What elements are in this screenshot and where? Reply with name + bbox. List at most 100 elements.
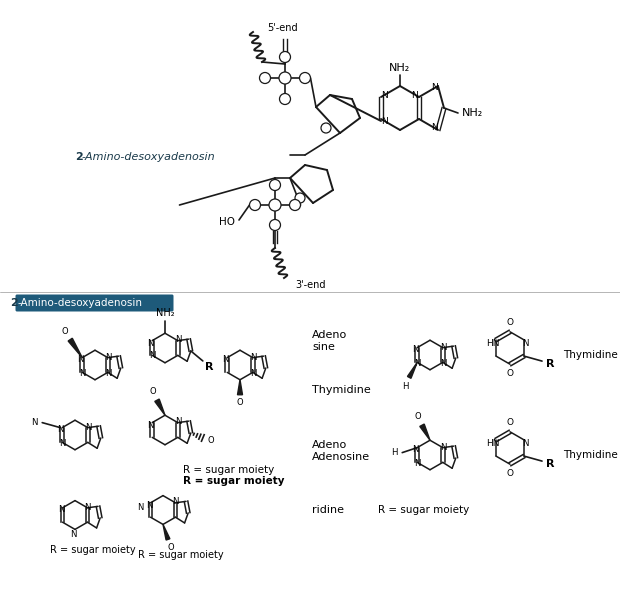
- Text: O: O: [297, 194, 303, 202]
- Text: O: O: [208, 436, 214, 445]
- Text: N: N: [85, 422, 91, 431]
- FancyBboxPatch shape: [16, 295, 174, 312]
- Text: HN: HN: [486, 439, 500, 447]
- Text: N: N: [382, 90, 388, 100]
- Circle shape: [260, 73, 270, 84]
- Text: N: N: [147, 420, 153, 430]
- Text: N: N: [105, 368, 111, 378]
- Text: O: O: [167, 543, 174, 552]
- Text: N: N: [77, 356, 83, 365]
- Text: N: N: [175, 417, 181, 426]
- Text: N: N: [146, 500, 153, 510]
- Circle shape: [280, 51, 291, 62]
- Text: N: N: [250, 368, 256, 378]
- Text: N: N: [432, 123, 438, 133]
- Text: N: N: [222, 356, 228, 365]
- Text: O: O: [262, 73, 268, 82]
- Polygon shape: [155, 399, 165, 415]
- Text: O: O: [507, 469, 513, 478]
- Text: R = sugar moiety: R = sugar moiety: [183, 476, 285, 486]
- Text: N: N: [31, 418, 37, 427]
- Text: Adeno: Adeno: [312, 440, 347, 450]
- Text: N: N: [522, 338, 528, 348]
- Text: N: N: [414, 458, 420, 467]
- Text: H: H: [391, 448, 397, 457]
- Text: sine: sine: [312, 342, 335, 352]
- Circle shape: [269, 199, 281, 211]
- Text: N: N: [412, 445, 418, 455]
- Text: ridine: ridine: [312, 505, 344, 515]
- Text: N: N: [172, 497, 179, 507]
- Text: 3'-end: 3'-end: [295, 280, 326, 290]
- Text: N: N: [432, 84, 438, 92]
- Text: R = sugar moiety: R = sugar moiety: [183, 465, 274, 475]
- Text: -Amino-desoxyadenosin: -Amino-desoxyadenosin: [18, 298, 143, 308]
- Text: O: O: [507, 419, 513, 427]
- Polygon shape: [420, 424, 430, 441]
- Text: O: O: [149, 387, 156, 396]
- Text: O: O: [302, 73, 308, 82]
- Text: O: O: [252, 200, 259, 210]
- Polygon shape: [407, 362, 417, 378]
- Polygon shape: [68, 338, 82, 357]
- Text: O: O: [281, 95, 288, 103]
- Text: NH₂: NH₂: [462, 108, 483, 118]
- Text: P: P: [272, 200, 278, 210]
- Text: -Amino-desoxyadenosin: -Amino-desoxyadenosin: [82, 152, 216, 162]
- Text: HO: HO: [219, 217, 235, 227]
- Text: NH₂: NH₂: [156, 308, 174, 318]
- Text: N: N: [250, 353, 256, 362]
- Text: O: O: [62, 327, 69, 336]
- Text: Adeno: Adeno: [312, 330, 347, 340]
- Text: 5'-end: 5'-end: [267, 23, 298, 33]
- Text: N: N: [440, 359, 446, 367]
- Text: N: N: [59, 439, 65, 447]
- Text: NH₂: NH₂: [389, 63, 410, 73]
- Text: R: R: [546, 459, 554, 469]
- Text: 2: 2: [10, 298, 18, 308]
- Text: O: O: [291, 200, 298, 210]
- Text: N: N: [84, 502, 91, 511]
- Text: N: N: [79, 368, 86, 378]
- Text: N: N: [175, 335, 181, 345]
- Circle shape: [299, 73, 311, 84]
- Polygon shape: [163, 524, 170, 540]
- Text: O: O: [507, 318, 513, 327]
- Circle shape: [280, 93, 291, 104]
- Text: O: O: [322, 123, 329, 133]
- Text: N: N: [440, 442, 446, 452]
- Text: R: R: [205, 362, 213, 372]
- Text: HN: HN: [486, 338, 500, 348]
- Text: N: N: [382, 117, 388, 125]
- Circle shape: [249, 200, 260, 211]
- Circle shape: [270, 219, 280, 230]
- Text: N: N: [138, 503, 144, 512]
- Text: N: N: [69, 530, 76, 539]
- Circle shape: [290, 200, 301, 211]
- Text: N: N: [412, 90, 418, 100]
- Text: N: N: [440, 343, 446, 351]
- Text: N: N: [149, 351, 155, 360]
- Text: O: O: [415, 412, 422, 421]
- Text: O: O: [272, 180, 278, 189]
- Text: N: N: [105, 353, 111, 362]
- Text: N: N: [522, 439, 528, 447]
- Text: P: P: [282, 73, 288, 82]
- Text: N: N: [147, 338, 153, 348]
- Text: H: H: [402, 382, 409, 391]
- Text: O: O: [237, 398, 243, 408]
- Text: R = sugar moiety: R = sugar moiety: [138, 550, 224, 560]
- Circle shape: [321, 123, 331, 133]
- Text: N: N: [58, 505, 64, 514]
- Text: Thymidine: Thymidine: [563, 350, 618, 360]
- Text: R = sugar moiety: R = sugar moiety: [378, 505, 469, 515]
- Circle shape: [270, 180, 280, 191]
- Text: O: O: [281, 53, 288, 62]
- Circle shape: [279, 72, 291, 84]
- Text: N: N: [57, 425, 63, 434]
- Text: Adenosine: Adenosine: [312, 452, 370, 462]
- Text: R = sugar moiety: R = sugar moiety: [50, 545, 136, 555]
- Text: O: O: [272, 221, 278, 230]
- Text: N: N: [412, 345, 418, 354]
- Text: 2: 2: [75, 152, 82, 162]
